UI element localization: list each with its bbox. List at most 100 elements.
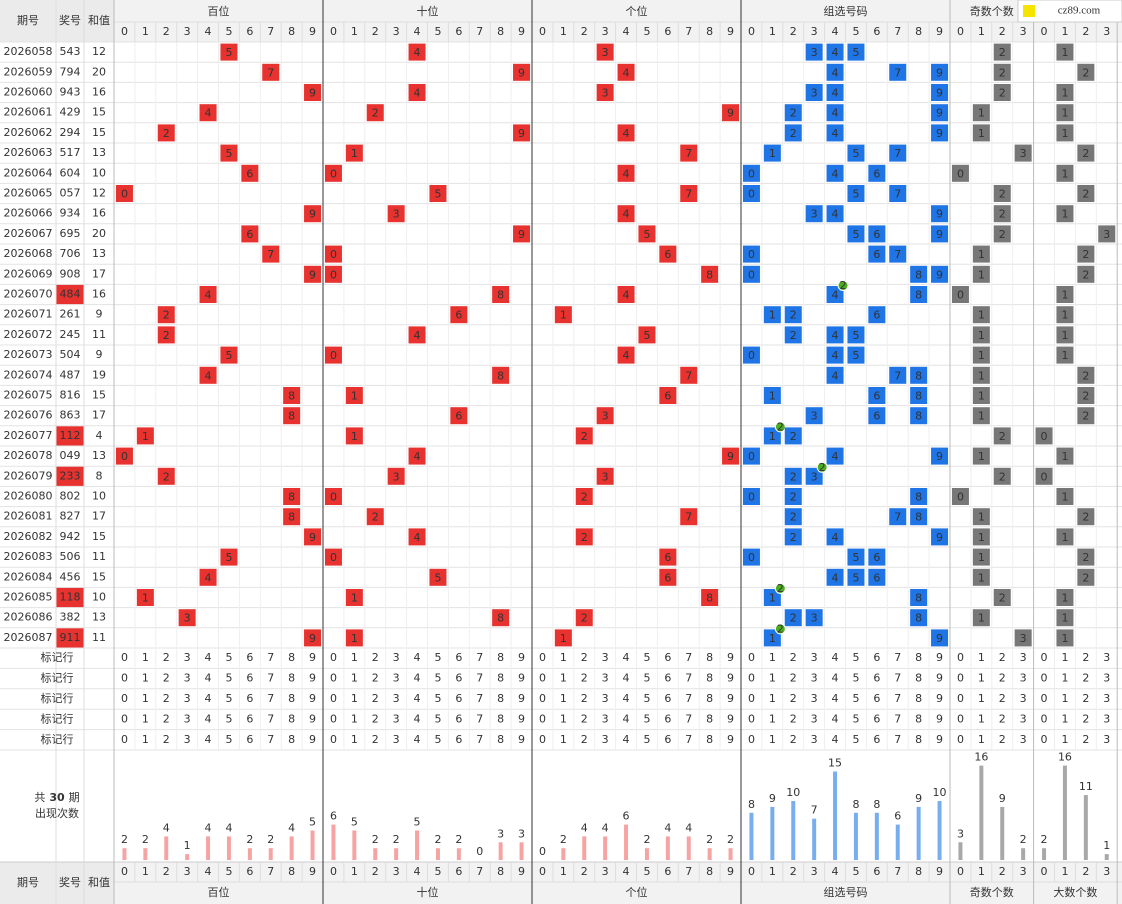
marker-digit: 7 [267, 692, 274, 705]
group-cell-text: 3 [811, 208, 818, 221]
big-cell [1056, 286, 1074, 303]
marker-digit: 8 [706, 733, 713, 746]
odd-cell-text: 3 [1020, 632, 1027, 645]
position-cell-text: 1 [142, 430, 149, 443]
count-label: 2 [393, 833, 400, 846]
group-header: 百位 [208, 4, 230, 18]
position-cell-text: 1 [142, 592, 149, 605]
marker-digit: 6 [873, 712, 880, 725]
sum: 11 [92, 631, 106, 644]
position-cell [283, 508, 301, 526]
group-cell-text: 2 [790, 309, 797, 322]
big-cell [1035, 467, 1053, 485]
digit-footer: 0 [748, 865, 755, 878]
position-cell-text: 6 [664, 248, 671, 261]
marker-digit: 3 [184, 692, 191, 705]
position-cell [617, 205, 635, 223]
marker-label: 标记行 [41, 711, 74, 725]
position-cell-text: 2 [163, 329, 170, 342]
odd-cell-text: 2 [999, 87, 1006, 100]
position-cell-text: 8 [497, 612, 504, 625]
group-cell-text: 5 [852, 228, 859, 241]
digit-header: 9 [727, 25, 734, 38]
marker-digit: 5 [434, 651, 441, 664]
digit-header: 4 [205, 25, 212, 38]
big-cell-text: 3 [1103, 228, 1110, 241]
marker-digit: 8 [706, 712, 713, 725]
big-cell [1056, 629, 1074, 647]
sum: 16 [92, 288, 106, 301]
position-cell [199, 286, 217, 303]
marker-digit: 1 [142, 651, 149, 664]
sum: 9 [96, 348, 103, 361]
digit-header: 6 [873, 25, 880, 38]
group-cell [931, 225, 949, 243]
group-cell-text: 8 [915, 369, 922, 382]
group-cell [742, 488, 760, 505]
marker-digit: 1 [351, 692, 358, 705]
marker-digit: 1 [978, 672, 985, 685]
position-cell-text: 3 [184, 612, 191, 625]
position-cell [345, 629, 363, 647]
marker-digit: 7 [685, 672, 692, 685]
big-cell-text: 2 [1082, 248, 1089, 261]
position-cell [680, 366, 698, 384]
position-cell-text: 2 [581, 612, 588, 625]
position-cell-text: 8 [288, 511, 295, 524]
position-cell-text: 7 [685, 369, 692, 382]
number-highlight [56, 284, 84, 305]
big-cell-text: 0 [1041, 430, 1048, 443]
position-cell [366, 508, 384, 526]
count-bar [874, 812, 879, 860]
group-cell-text: 1 [769, 430, 776, 443]
group-cell [763, 589, 781, 606]
marker-digit: 2 [790, 692, 797, 705]
position-cell-text: 8 [497, 289, 504, 302]
marker-digit: 5 [852, 712, 859, 725]
count-bar [916, 806, 921, 860]
group-cell-text: 3 [811, 46, 818, 59]
position-cell-text: 3 [602, 470, 609, 483]
number: 604 [60, 166, 81, 179]
position-cell [659, 568, 677, 586]
marker-digit: 6 [246, 712, 253, 725]
position-cell [659, 245, 677, 263]
marker-digit: 1 [769, 651, 776, 664]
odd-cell-text: 1 [978, 107, 985, 120]
group-cell-text: 0 [748, 551, 755, 564]
digit-footer: 7 [685, 865, 692, 878]
digit-footer: 4 [414, 865, 421, 878]
digit-footer: 9 [309, 865, 316, 878]
count-label: 2 [643, 833, 650, 846]
number: 049 [60, 449, 81, 462]
group-cell-text: 9 [936, 87, 943, 100]
sum: 15 [92, 126, 106, 139]
sum: 20 [92, 65, 106, 78]
number: 112 [60, 429, 81, 442]
count-label: 2 [121, 833, 128, 846]
marker-digit: 5 [434, 712, 441, 725]
count-label: 0 [476, 845, 483, 858]
group-cell-text: 2 [790, 430, 797, 443]
marker-digit: 6 [664, 651, 671, 664]
marker-digit: 9 [309, 733, 316, 746]
position-cell [596, 407, 614, 425]
big-cell [1056, 43, 1074, 61]
group-cell [784, 467, 802, 485]
sum: 10 [92, 166, 106, 179]
position-cell-text: 4 [623, 208, 630, 221]
count-bar [665, 836, 670, 860]
big-cell [1056, 124, 1074, 142]
marker-digit: 4 [623, 712, 630, 725]
position-cell [345, 427, 363, 445]
group-cell [931, 205, 949, 223]
digit-header: 0 [539, 25, 546, 38]
group-header: 个位 [626, 4, 648, 18]
position-cell [429, 185, 447, 202]
count-label: 2 [1041, 833, 1048, 846]
group-cell [910, 407, 928, 425]
marker-digit: 5 [643, 651, 650, 664]
marker-digit: 8 [915, 712, 922, 725]
digit-footer: 7 [894, 865, 901, 878]
marker-digit: 1 [769, 692, 776, 705]
